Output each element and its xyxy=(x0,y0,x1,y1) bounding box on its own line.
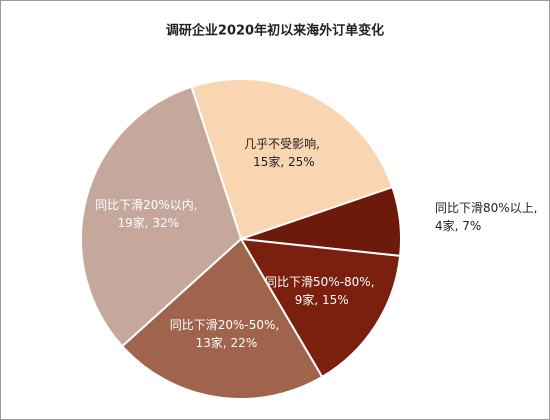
pie-slice xyxy=(239,237,402,379)
separator: , xyxy=(145,216,153,230)
value-label: 15% xyxy=(322,292,349,306)
separator: , xyxy=(280,155,288,169)
separator: , xyxy=(223,335,231,349)
count-label: 9家 xyxy=(295,291,315,306)
slice-label: 同比下滑20%以内, 19家, 32% xyxy=(95,198,201,230)
separator: , xyxy=(371,274,379,288)
value-label: 22% xyxy=(231,335,258,349)
category-label: 同比下滑50%-80% xyxy=(265,274,371,288)
value-label: 25% xyxy=(288,155,315,169)
chart-title: 调研企业2020年初以来海外订单变化 xyxy=(166,23,384,39)
count-label: 15家 xyxy=(253,154,280,169)
pie-slice xyxy=(190,78,394,241)
pie-slice xyxy=(80,85,243,348)
category-label: 几乎不受影响 xyxy=(244,136,316,151)
slice-label: 同比下滑50%-80%, 9家, 15% xyxy=(265,274,378,306)
category-label: 同比下滑20%以内 xyxy=(95,198,194,212)
count-label: 13家 xyxy=(196,334,223,349)
category-label: 同比下滑20%-50% xyxy=(170,317,276,331)
count-label: 4家 xyxy=(435,218,455,233)
separator: , xyxy=(455,219,463,233)
count-label: 19家 xyxy=(117,215,144,230)
value-label: 7% xyxy=(462,219,481,233)
value-label: 32% xyxy=(152,216,179,230)
pie-slice xyxy=(120,237,324,400)
separator: , xyxy=(275,317,283,331)
separator: , xyxy=(314,292,322,306)
slice-label: 几乎不受影响, 15家, 25% xyxy=(244,136,324,169)
category-label: 同比下滑80%以上 xyxy=(435,201,534,215)
slice-label: 同比下滑80%以上, 4家, 7% xyxy=(435,201,541,233)
separator: , xyxy=(194,198,202,212)
slice-label: 同比下滑20%-50%, 13家, 22% xyxy=(170,317,283,349)
separator: , xyxy=(316,137,324,151)
separator: , xyxy=(534,201,542,215)
